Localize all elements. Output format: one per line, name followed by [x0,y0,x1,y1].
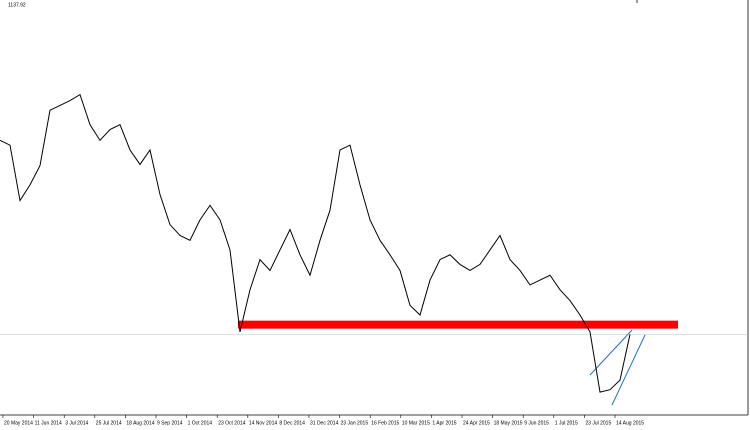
x-tick-label: 9 Jun 2015 [524,420,549,426]
x-tick-label: 14 Aug 2015 [616,420,644,426]
x-tick-label: 1 Jul 2015 [555,420,578,426]
x-tick-label: 1 Oct 2014 [188,420,213,426]
x-tick-label: 24 Apr 2015 [463,420,490,426]
price-label: 1137.92 [8,2,26,8]
x-tick-label: 14 Nov 2014 [249,420,278,426]
x-tick-label: 18 May 2015 [494,420,523,426]
x-tick-label: 3 Jul 2014 [65,420,88,426]
x-tick-label: 23 Oct 2014 [218,420,245,426]
x-tick-label: 1 Apr 2015 [432,420,456,426]
channel-line [611,334,646,406]
x-tick-label: 11 Jun 2014 [35,420,62,426]
x-tick-label: 9 Sep 2014 [157,420,183,426]
channel-line [589,329,633,376]
price-line [0,93,631,393]
x-tick-label: 31 Dec 2014 [310,420,339,426]
x-tick-label: 10 Mar 2015 [402,420,430,426]
x-tick-label: 25 Jul 2014 [96,420,122,426]
x-tick-label: 8 Dec 2014 [279,420,305,426]
x-tick-label: 16 Feb 2015 [371,420,399,426]
x-tick-label: 18 Aug 2014 [126,420,154,426]
x-tick-label: 20 May 2014 [4,420,33,426]
x-tick-label: 23 Jan 2015 [341,420,369,426]
support-zone [238,320,678,329]
x-tick-label: 23 Jul 2015 [585,420,611,426]
